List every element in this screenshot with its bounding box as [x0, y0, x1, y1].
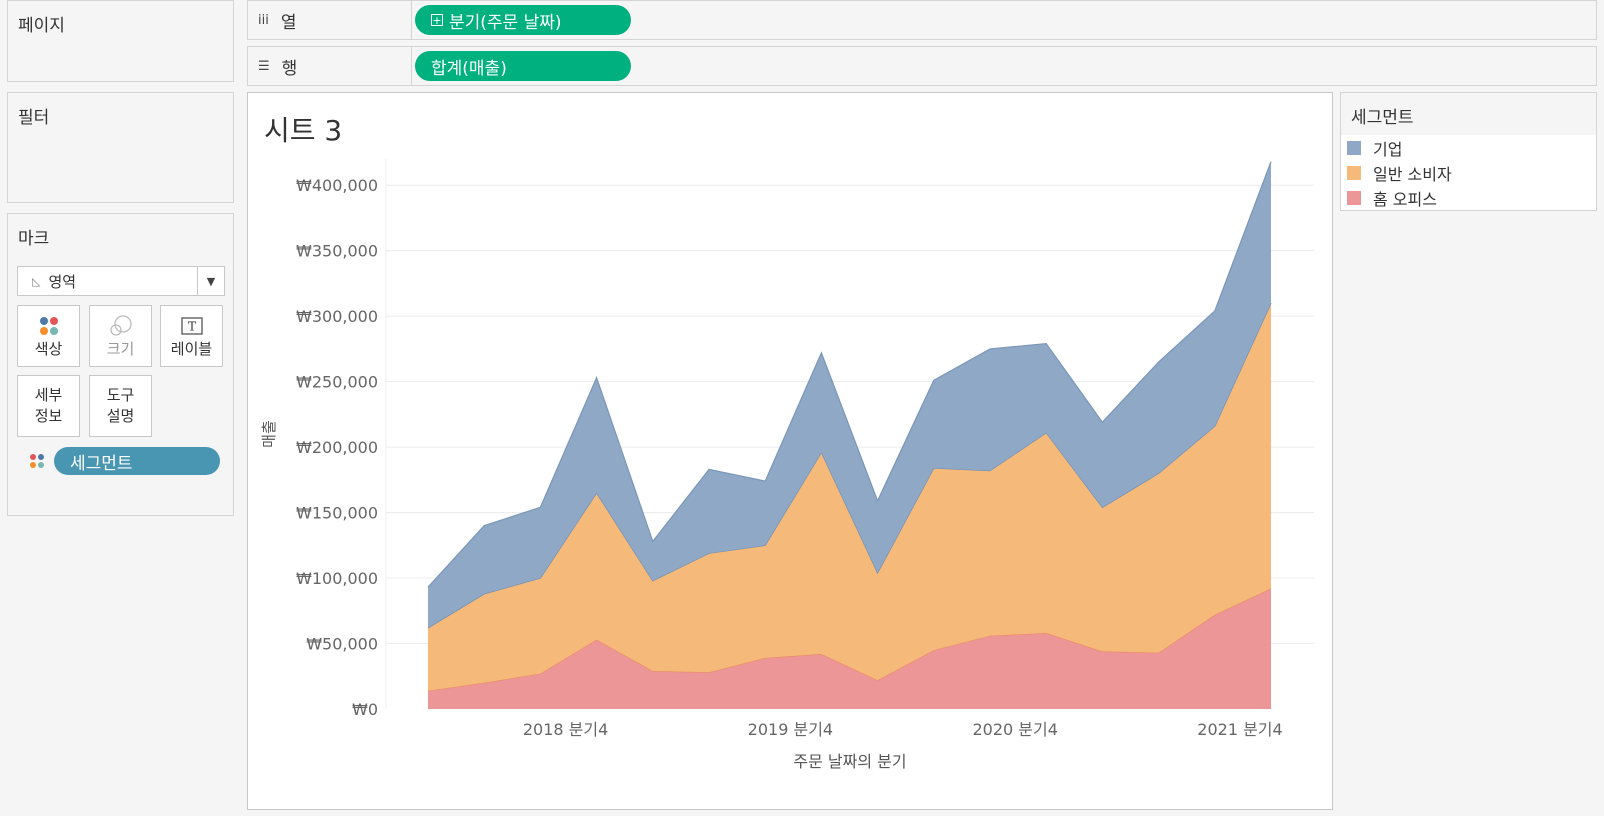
x-tick-label: 2020 분기4: [972, 720, 1057, 739]
tooltip-button[interactable]: 도구 설명: [89, 375, 152, 437]
chevron-down-icon[interactable]: ▼: [197, 267, 224, 295]
detail-button-label-2: 정보: [34, 407, 63, 425]
marks-card-title: 마크: [18, 229, 50, 249]
columns-field-pill-label: 분기(주문 날짜): [449, 12, 562, 33]
rows-shelf-label: 행: [281, 58, 298, 79]
columns-shelf-label-area: iii 열: [248, 1, 412, 39]
mark-type-dropdown[interactable]: ◺ 영역 ▼: [17, 266, 225, 296]
rows-shelf: ☰ 행 합계(매출): [247, 46, 1597, 86]
legend-label-home-office: 홈 오피스: [1373, 189, 1437, 209]
tooltip-button-label-1: 도구: [106, 386, 135, 404]
legend-list: 기업 일반 소비자 홈 오피스: [1341, 135, 1596, 210]
detail-button[interactable]: 세부 정보: [17, 375, 80, 437]
expand-plus-icon[interactable]: +: [431, 13, 443, 27]
color-button-label: 색상: [34, 339, 63, 358]
legend-swatch-home-office: [1347, 190, 1361, 205]
y-tick-label: ₩100,000: [296, 569, 378, 588]
legend-item-consumer[interactable]: 일반 소비자: [1341, 160, 1596, 185]
detail-button-label-1: 세부: [34, 386, 63, 404]
y-tick-label: ₩400,000: [296, 176, 378, 195]
legend-item-home-office[interactable]: 홈 오피스: [1341, 185, 1596, 210]
x-axis-title: 주문 날짜의 분기: [793, 752, 906, 771]
area-chart: ₩0 ₩50,000 ₩100,000 ₩150,000 ₩200,000 ₩250,00…: [260, 159, 1314, 771]
svg-text:T: T: [187, 319, 195, 333]
x-tick-label: 2021 분기4: [1197, 720, 1282, 739]
y-axis-title: 매출: [260, 420, 278, 448]
area-series-0: [428, 588, 1271, 709]
tooltip-button-label-2: 설명: [106, 407, 135, 425]
columns-shelf-label: 열: [280, 12, 297, 33]
legend-label-consumer: 일반 소비자: [1373, 164, 1452, 184]
rows-shelf-label-area: ☰ 행: [248, 47, 412, 85]
text-label-icon: T: [180, 313, 203, 339]
pages-panel-title: 페이지: [18, 16, 65, 36]
size-circles-icon: [109, 313, 133, 339]
size-button[interactable]: 크기: [89, 305, 152, 367]
rows-icon: ☰: [258, 58, 270, 74]
filters-panel[interactable]: 필터: [7, 92, 234, 203]
legend-item-corporate[interactable]: 기업: [1341, 135, 1596, 160]
y-tick-label: ₩200,000: [296, 438, 378, 457]
legend-label-corporate: 기업: [1373, 139, 1403, 159]
mark-type-value: 영역: [48, 272, 77, 291]
y-tick-label: ₩250,000: [296, 373, 378, 392]
label-button[interactable]: T 레이블: [160, 305, 223, 367]
filters-panel-title: 필터: [18, 108, 50, 128]
rows-field-pill-label: 합계(매출): [431, 58, 507, 79]
worksheet: 시트 3 ₩0 ₩50,000 ₩100,000 ₩150,000 ₩200,000 ₩2…: [247, 92, 1333, 810]
legend-title: 세그먼트: [1351, 108, 1414, 128]
marks-card: 마크 ◺ 영역 ▼ 색상 크기 T: [7, 213, 234, 516]
columns-shelf: iii 열 + 분기(주문 날짜): [247, 0, 1597, 40]
pages-panel: 페이지: [7, 0, 234, 82]
legend-swatch-consumer: [1347, 165, 1361, 180]
sheet-title: 시트 3: [264, 114, 343, 147]
legend-swatch-corporate: [1347, 140, 1361, 155]
columns-field-pill[interactable]: + 분기(주문 날짜): [415, 5, 631, 35]
color-dots-icon: [39, 313, 59, 339]
columns-icon: iii: [258, 12, 269, 28]
area-series-edge-2: [427, 161, 1272, 588]
y-tick-label: ₩300,000: [296, 307, 378, 326]
y-tick-label: ₩0: [352, 700, 378, 719]
area-series-1: [428, 303, 1271, 691]
x-tick-label: 2018 분기4: [523, 720, 608, 739]
area-chart-icon: ◺: [32, 274, 41, 288]
segment-field-pill[interactable]: 세그먼트: [54, 447, 220, 475]
area-series-2: [428, 161, 1271, 628]
rows-field-pill[interactable]: 합계(매출): [415, 51, 631, 81]
y-tick-label: ₩50,000: [306, 635, 378, 654]
color-encoding-icon: [29, 453, 45, 473]
y-tick-label: ₩350,000: [296, 242, 378, 261]
label-button-label: 레이블: [170, 339, 213, 358]
x-tick-label: 2019 분기4: [748, 720, 833, 739]
color-legend: 세그먼트 기업 일반 소비자 홈 오피스: [1340, 92, 1597, 211]
size-button-label: 크기: [106, 339, 135, 358]
color-button[interactable]: 색상: [17, 305, 80, 367]
y-tick-label: ₩150,000: [296, 504, 378, 523]
